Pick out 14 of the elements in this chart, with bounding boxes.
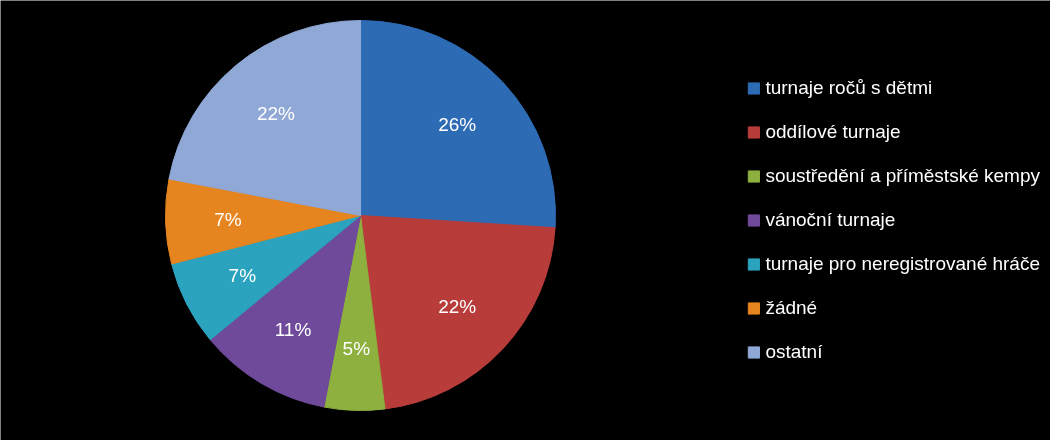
legend-label: oddílové turnaje [765,121,901,143]
data-label: 5% [342,337,371,359]
legend-label: turnaje ročů s dětmi [765,77,933,99]
legend-label: soustředění a příměstské kempy [765,165,1040,187]
legend-label: ostatní [765,341,823,363]
data-label: 11% [274,319,312,341]
legend-label: turnaje pro neregistrované hráče [765,253,1040,275]
data-label: 26% [438,114,477,136]
legend-label: vánoční turnaje [765,209,896,231]
legend-label: žádné [765,297,818,319]
data-label: 7% [214,209,242,231]
data-label: 22% [256,102,296,124]
data-label: 22% [438,295,477,317]
data-label: 7% [228,265,257,287]
